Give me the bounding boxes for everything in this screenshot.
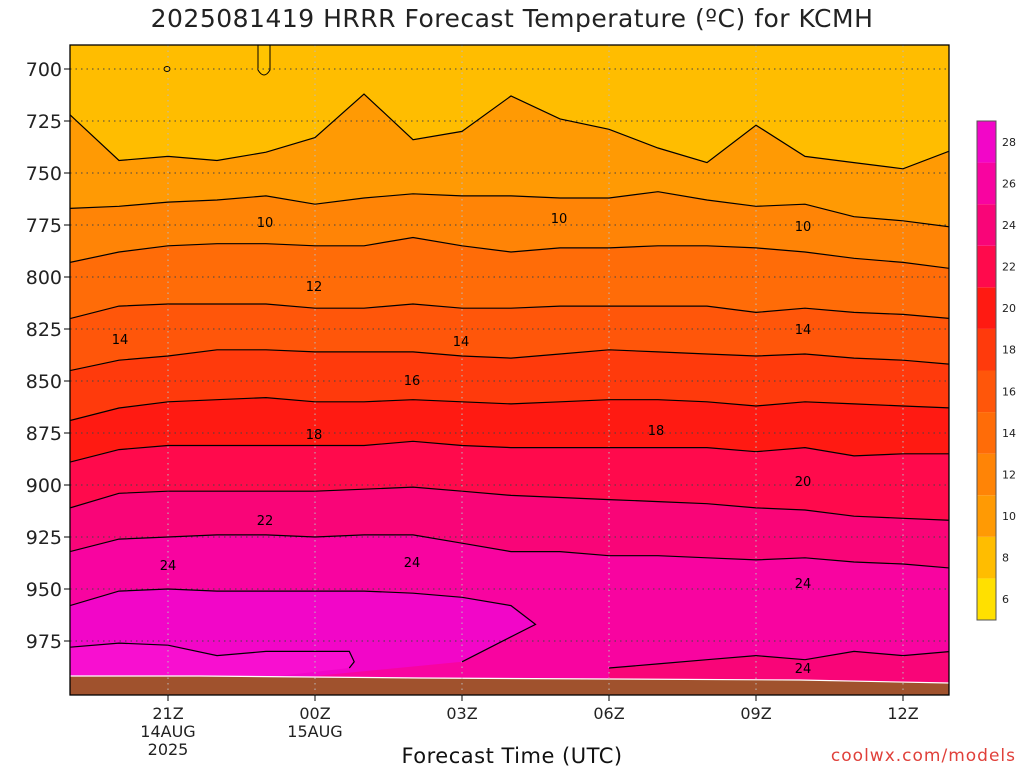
contour-line-24: [70, 534, 949, 569]
contour-label: 10: [257, 216, 274, 231]
contour-label: 14: [795, 323, 812, 338]
contour-label: 24: [795, 577, 812, 592]
contour-fill-bands: [70, 45, 949, 695]
y-tick-label: 725: [26, 111, 62, 133]
contour-label: 10: [795, 220, 812, 235]
contour-label: 14: [453, 335, 470, 350]
x-tick-label: 21Z: [152, 704, 183, 723]
colorbar-swatch: [977, 162, 996, 205]
contour-label: 24: [160, 559, 177, 574]
credit-text: coolwx.com/models: [830, 746, 1016, 766]
contour-line-16: [70, 349, 949, 372]
x-tick-label: 06Z: [593, 704, 624, 723]
colorbar-label: 18: [1002, 344, 1016, 357]
colorbar-label: 10: [1002, 510, 1016, 523]
y-tick-label: 750: [26, 163, 62, 185]
colorbar-label: 26: [1002, 177, 1016, 190]
contour-line-8: [70, 93, 949, 170]
contour-label: 12: [306, 280, 323, 295]
colorbar-label: 22: [1002, 261, 1016, 274]
contour-line-22: [70, 486, 949, 521]
contour-label: 24: [404, 556, 421, 571]
y-tick-label: 950: [26, 579, 62, 601]
contour-label: 18: [306, 428, 323, 443]
contour-line-18: [70, 396, 949, 422]
colorbar-swatch: [977, 287, 996, 329]
contour-lines: [70, 93, 949, 669]
plot-frame: [69, 44, 950, 696]
colorbar-swatch: [977, 578, 996, 620]
y-tick-label: 925: [26, 527, 62, 549]
colorbar-swatch: [977, 370, 996, 413]
y-tick-label: 875: [26, 423, 62, 445]
x-axis-label: Forecast Time (UTC): [401, 744, 623, 768]
x-tick-label: 03Z: [446, 704, 477, 723]
x-tick-label: 12Z: [887, 704, 918, 723]
colorbar-swatch: [977, 495, 996, 537]
colorbar-swatch: [977, 453, 996, 496]
colorbar-label: 12: [1002, 468, 1016, 481]
contour-label: 22: [257, 514, 274, 529]
y-tick-label: 775: [26, 215, 62, 237]
contour-line-26: [70, 588, 537, 663]
x-tick-label: 09Z: [740, 704, 771, 723]
colorbar-label: 28: [1002, 136, 1016, 149]
y-tick-label: 900: [26, 475, 62, 497]
x-tick-date: 14AUG: [140, 722, 195, 741]
colorbar-swatch: [977, 328, 996, 371]
contour-line-24: [608, 650, 949, 669]
y-tick-label: 975: [26, 631, 62, 653]
grid-lines: [70, 45, 949, 695]
colorbar-swatch: [977, 412, 996, 454]
ground-surface: [70, 676, 949, 695]
colorbar-label: 16: [1002, 385, 1016, 398]
colorbar-frame: [976, 120, 997, 621]
y-tick-label: 825: [26, 319, 62, 341]
contour-line-12: [70, 236, 949, 269]
colorbar-label: 20: [1002, 302, 1016, 315]
x-tick-date: 15AUG: [287, 722, 342, 741]
contour-label: 10: [551, 212, 568, 227]
colorbar-swatch: [977, 536, 996, 579]
colorbar-swatch: [977, 121, 996, 163]
y-axis: 700 725 750 775 800 825 850 875 900 925 950 975: [26, 59, 70, 653]
chart-title: 2025081419 HRRR Forecast Temperature (ºC…: [150, 4, 874, 33]
colorbar-swatch: [977, 204, 996, 246]
contour-labels: 10 10 10 12 14 14 14 16 18 18 20 22 24 24 24 24: [112, 212, 812, 677]
y-tick-label: 850: [26, 371, 62, 393]
contour-label: 24: [795, 662, 812, 677]
contour-label: 20: [795, 475, 812, 490]
y-tick-label: 700: [26, 59, 62, 81]
colorbar-label: 14: [1002, 427, 1016, 440]
x-tick-label: 00Z: [299, 704, 330, 723]
contour-label: 14: [112, 333, 129, 348]
colorbar-swatch: [977, 245, 996, 288]
contour-label: 18: [648, 424, 665, 439]
contour-label: 16: [404, 374, 421, 389]
x-tick-date: 2025: [148, 740, 189, 759]
contour-line-14: [70, 303, 949, 320]
colorbar-label: 8: [1002, 552, 1009, 565]
ground-edge: [70, 675, 949, 684]
colorbar-label: 24: [1002, 219, 1016, 232]
colorbar: 6 8 10 12 14 16 18 20 22 24 26 28: [976, 120, 1016, 621]
contour-line-28: [70, 642, 355, 669]
contour-line-10: [70, 191, 949, 228]
colorbar-label: 6: [1002, 593, 1009, 606]
cool-pocket: [257, 45, 271, 76]
y-tick-label: 800: [26, 267, 62, 289]
contour-line-20: [70, 440, 949, 463]
